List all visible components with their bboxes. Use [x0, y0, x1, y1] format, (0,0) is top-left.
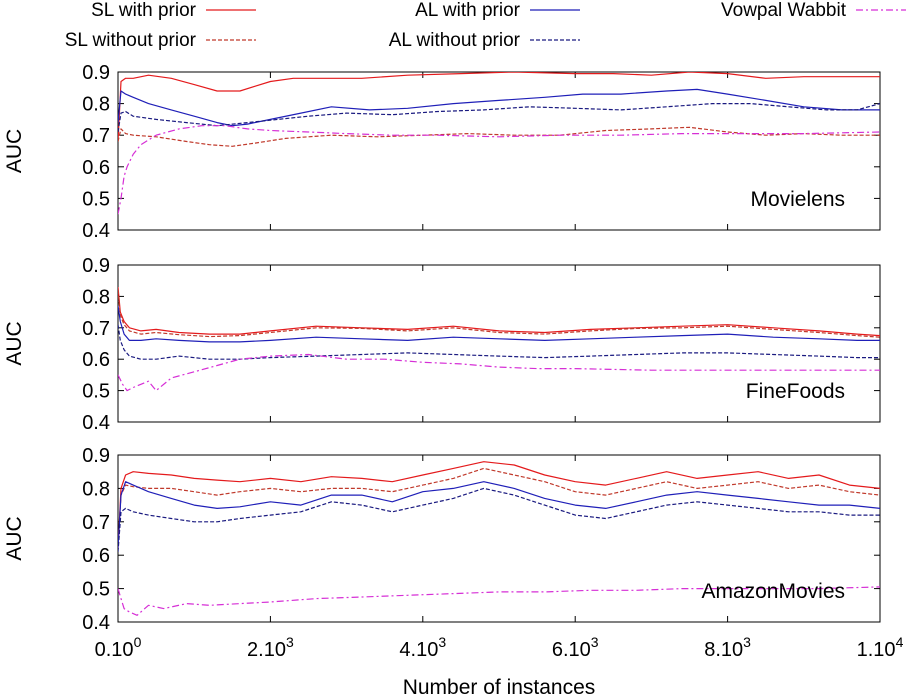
- x-tick-label: 8.103: [704, 634, 751, 661]
- series-line-sl_prior: [118, 72, 880, 142]
- y-axis-label: AUC: [3, 129, 26, 173]
- x-tick-exponent: 4: [896, 634, 904, 650]
- y-tick-label: 0.6: [82, 349, 110, 371]
- series-line-al_prior: [118, 481, 880, 549]
- x-tick-exponent: 3: [591, 634, 599, 650]
- x-tick-base: 2.10: [247, 639, 286, 661]
- series-line-sl_prior: [118, 461, 880, 549]
- y-tick-label: 0.5: [82, 188, 110, 210]
- y-tick-label: 0.9: [82, 445, 110, 467]
- legend-entry-al_noprior: AL without prior: [389, 30, 580, 51]
- y-tick-label: 0.8: [82, 286, 110, 308]
- series-line-vw: [118, 586, 880, 616]
- panel-frame: [117, 264, 881, 423]
- panel-title: FineFoods: [746, 380, 845, 403]
- y-tick-label: 0.4: [82, 220, 110, 242]
- x-tick-exponent: 0: [134, 634, 142, 650]
- y-tick-label: 0.9: [82, 62, 110, 84]
- series-line-al_noprior: [118, 102, 880, 133]
- legend-label-sl_prior: SL with prior: [91, 0, 197, 21]
- series-line-vw: [118, 353, 880, 392]
- series-line-sl_noprior: [118, 126, 880, 147]
- x-tick-label: 6.103: [552, 634, 599, 661]
- legend-label-al_noprior: AL without prior: [389, 30, 521, 51]
- chart-panels: 0.40.50.60.70.80.9AUCMovielens0.40.50.60…: [3, 62, 881, 634]
- legend-label-al_prior: AL with prior: [415, 0, 521, 21]
- series-group: [118, 72, 880, 215]
- y-tick-label: 0.8: [82, 94, 110, 116]
- x-tick-base: 6.10: [552, 639, 591, 661]
- panel-title: AmazonMovies: [701, 580, 845, 603]
- y-tick-label: 0.6: [82, 157, 110, 179]
- legend-label-sl_noprior: SL without prior: [65, 30, 197, 51]
- y-tick-label: 0.8: [82, 478, 110, 500]
- legend-entry-sl_noprior: SL without prior: [65, 30, 256, 51]
- series-line-sl_noprior: [118, 290, 880, 338]
- panel-finefoods: 0.4 0.5 0.6 0.7 0.8 0.9 AUC FineFoods: [3, 255, 881, 434]
- chart-legend: SL with prior AL with prior Vowpal Wabbit S…: [65, 0, 906, 51]
- x-tick-label: 0.100: [95, 634, 142, 661]
- series-line-al_prior: [118, 88, 880, 127]
- panel-title: Movielens: [750, 188, 845, 211]
- y-tick-label: 0.6: [82, 545, 110, 567]
- x-tick-base: 8.10: [704, 639, 743, 661]
- series-line-sl_noprior: [118, 467, 880, 546]
- series-line-al_noprior: [118, 487, 880, 552]
- legend-entry-al_prior: AL with prior: [415, 0, 580, 21]
- x-tick-base: 0.10: [95, 639, 134, 661]
- legend-entry-vw: Vowpal Wabbit: [721, 0, 906, 21]
- series-group: [118, 461, 880, 616]
- x-tick-label: 1.104: [857, 634, 904, 661]
- y-tick-label: 0.7: [82, 512, 110, 534]
- x-tick-base: 1.10: [857, 639, 896, 661]
- series-line-al_noprior: [118, 324, 880, 360]
- y-axis-label: AUC: [3, 321, 26, 365]
- x-tick-label: 2.103: [247, 634, 294, 661]
- x-axis-label: Number of instances: [403, 676, 596, 698]
- x-tick-exponent: 3: [286, 634, 294, 650]
- series-group: [118, 286, 880, 392]
- x-tick-exponent: 3: [743, 634, 751, 650]
- x-tick-exponent: 3: [438, 634, 446, 650]
- x-tick-base: 4.10: [399, 639, 438, 661]
- series-line-sl_prior: [118, 286, 880, 337]
- y-axis-label: AUC: [3, 516, 26, 560]
- y-tick-label: 0.7: [82, 318, 110, 340]
- y-tick-label: 0.7: [82, 125, 110, 147]
- y-tick-label: 0.5: [82, 579, 110, 601]
- series-line-al_prior: [118, 305, 880, 343]
- y-tick-label: 0.4: [82, 412, 110, 434]
- y-tick-label: 0.4: [82, 612, 110, 634]
- legend-label-vw: Vowpal Wabbit: [721, 0, 847, 21]
- x-axis: 0.100 2.103 4.103 6.103 8.103 1.104: [95, 634, 904, 661]
- x-tick-label: 4.103: [399, 634, 446, 661]
- y-tick-label: 0.9: [82, 255, 110, 277]
- panel-movielens: 0.4 0.5 0.6 0.7 0.8 0.9 AUC Movielens: [3, 62, 881, 242]
- y-tick-label: 0.5: [82, 381, 110, 403]
- panel-amazonmovies: 0.4 0.5 0.6 0.7 0.8 0.9 AUC AmazonMovies: [3, 445, 881, 634]
- legend-entry-sl_prior: SL with prior: [91, 0, 256, 21]
